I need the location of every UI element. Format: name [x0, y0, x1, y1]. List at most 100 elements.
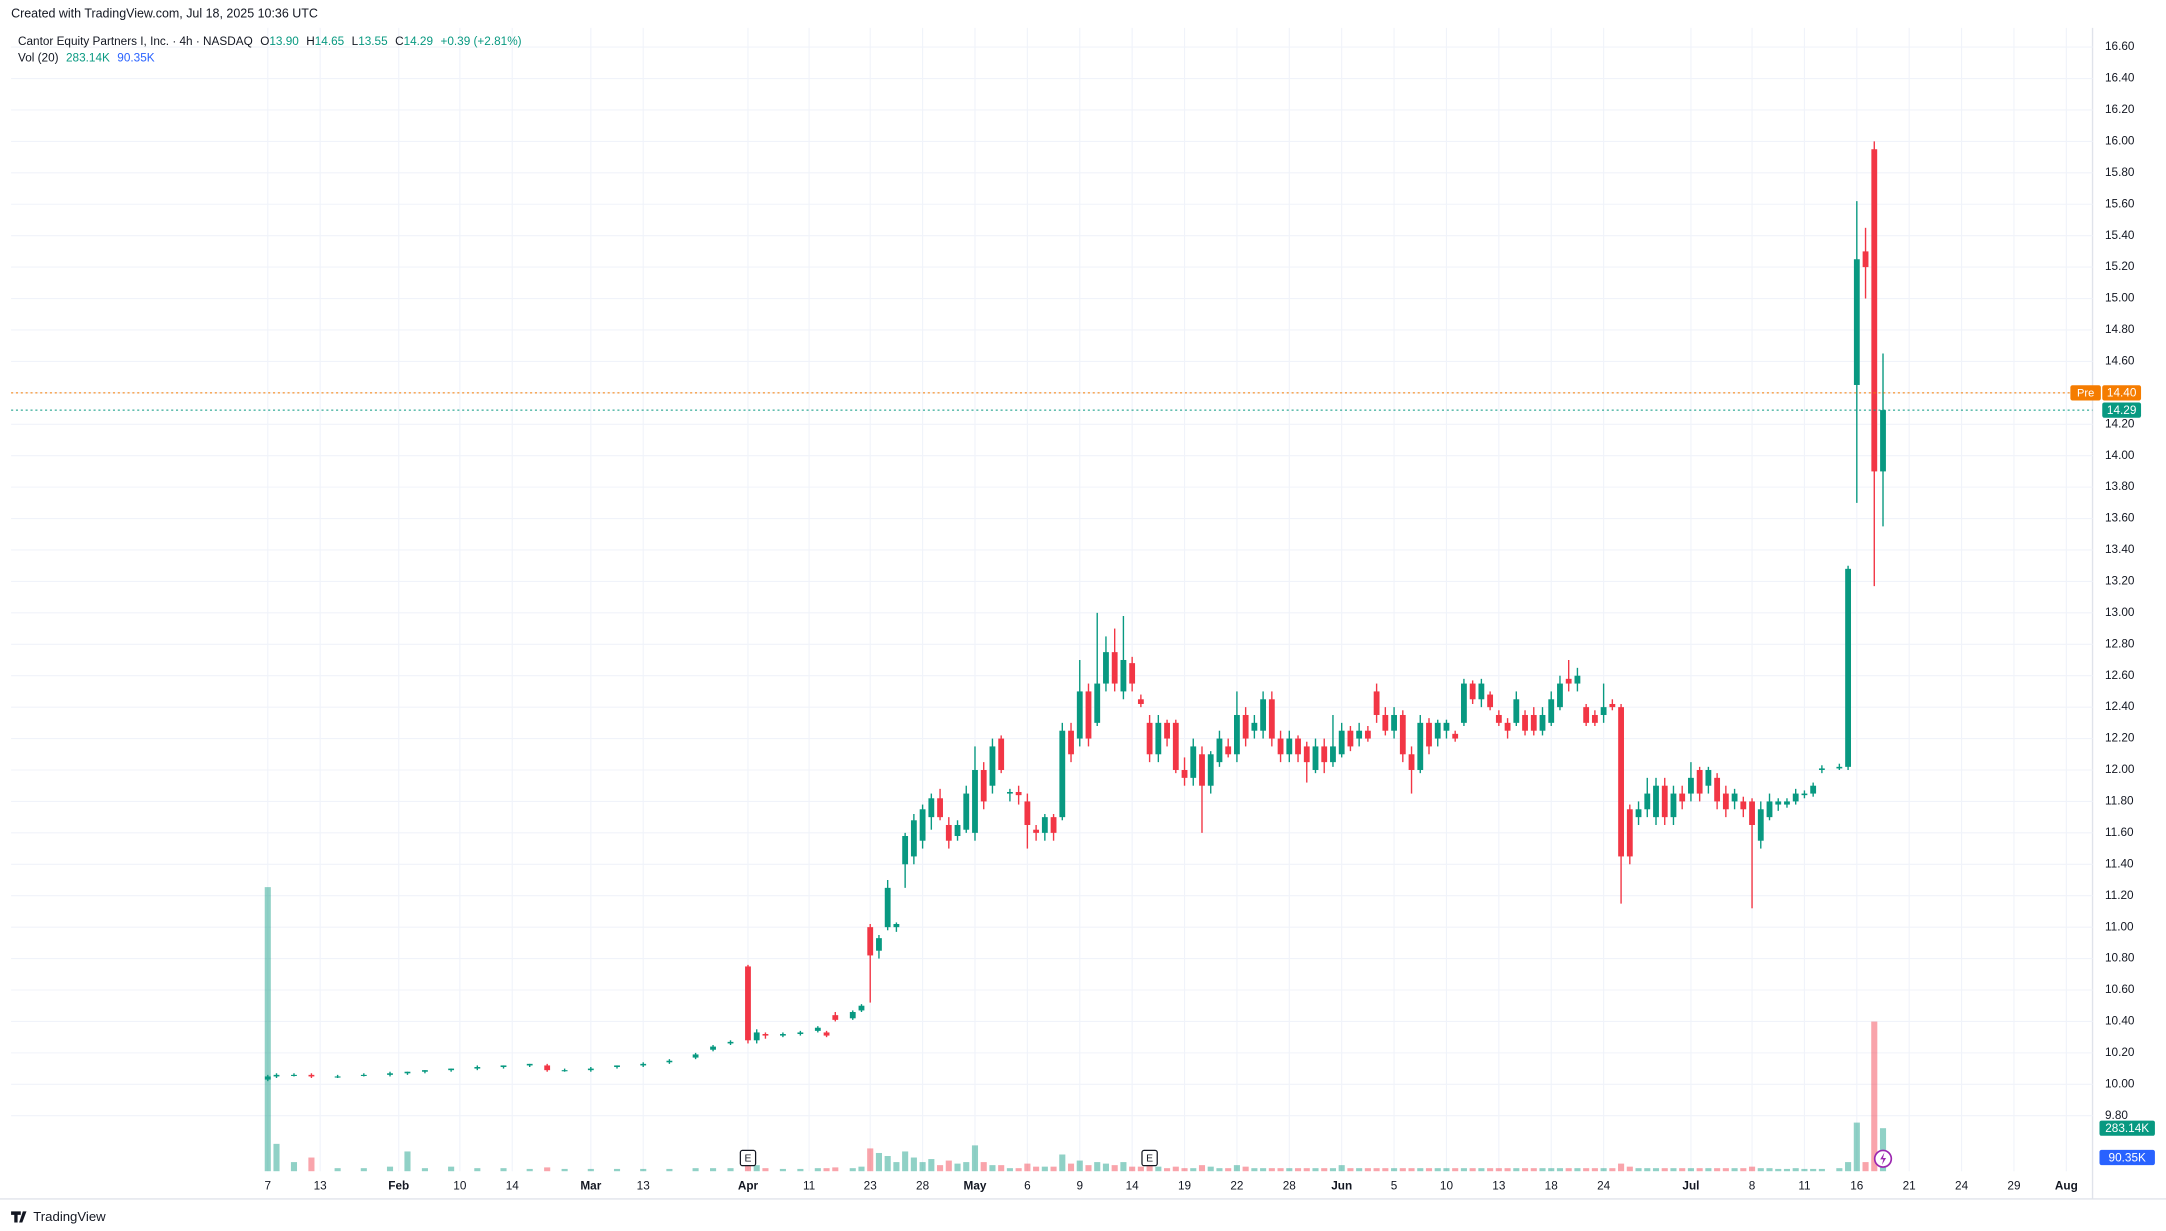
volume-bar [1373, 1168, 1380, 1172]
candle-body [1504, 722, 1511, 731]
volume-bar [1338, 1165, 1345, 1172]
volume-bar [640, 1168, 647, 1172]
volume-bar [1129, 1166, 1136, 1172]
volume-bar [1487, 1168, 1494, 1172]
volume-bar [421, 1168, 428, 1172]
candle-body [972, 769, 978, 833]
x-tick-label: 8 [1749, 1180, 1756, 1193]
x-tick-label: 14 [1126, 1180, 1140, 1193]
y-tick-label: 11.00 [2105, 920, 2134, 933]
volume-bar [613, 1168, 621, 1172]
y-tick-label: 12.40 [2105, 700, 2135, 713]
y-tick-label: 14.00 [2105, 449, 2135, 462]
candle-body [1679, 793, 1686, 802]
volume-bar [1609, 1168, 1616, 1172]
candle-body [1705, 769, 1712, 786]
candle-body [1880, 410, 1886, 472]
candle-body [404, 1071, 411, 1074]
volume-bar [779, 1168, 786, 1172]
volume-bar [1356, 1168, 1363, 1172]
volume-bar [1286, 1168, 1293, 1172]
x-tick-label: 28 [916, 1180, 930, 1193]
candle-body [1495, 714, 1502, 723]
volume-bar [1731, 1168, 1738, 1172]
volume-bar [1801, 1168, 1808, 1172]
candle-body [1574, 675, 1581, 684]
volume-bar [1137, 1166, 1144, 1172]
volume-bar [1425, 1168, 1433, 1172]
volume-bar [1618, 1163, 1625, 1172]
candle-body [1268, 699, 1275, 739]
volume-bar [1225, 1168, 1232, 1172]
candle-body [858, 1005, 865, 1011]
volume-bar [971, 1145, 979, 1172]
candle-body [1155, 722, 1162, 755]
candle-body [1408, 754, 1415, 770]
candle-body [1242, 714, 1249, 739]
x-tick-label: 14 [506, 1180, 520, 1193]
candle-body [1670, 793, 1677, 818]
volume-name: Vol (20) [18, 52, 59, 65]
candle-body [1871, 149, 1878, 472]
pre-tag-label: Pre [2077, 387, 2094, 399]
volume-bar [1836, 1168, 1843, 1172]
volume-bar [1085, 1165, 1092, 1172]
candle-body [1757, 809, 1764, 841]
candle-body [1041, 817, 1048, 833]
volume-bar [1679, 1168, 1686, 1172]
candle-body [980, 769, 987, 802]
brand: TradingView [11, 1209, 106, 1224]
volume-bar [1748, 1166, 1756, 1172]
volume-bar [910, 1157, 917, 1172]
volume-bar [1565, 1168, 1572, 1172]
volume-bar [1443, 1168, 1450, 1172]
candle-body [526, 1063, 533, 1066]
volume-tag-label: 283.14K [2105, 1122, 2149, 1135]
candle-body [1426, 722, 1432, 747]
volume-bar [1207, 1166, 1214, 1172]
candle-body [1286, 738, 1293, 755]
volume-bar [1120, 1162, 1127, 1172]
candle-body [1522, 714, 1528, 731]
candle-body [1653, 785, 1659, 818]
x-tick-label: 18 [1545, 1180, 1559, 1193]
candle-body [308, 1074, 315, 1077]
volume-bar [273, 1143, 280, 1172]
y-tick-label: 11.20 [2105, 889, 2134, 902]
candle-body [762, 1034, 769, 1036]
candle-body [1565, 678, 1572, 684]
candle-body [1583, 707, 1590, 723]
candle-body [1382, 714, 1389, 731]
volume-bar [1041, 1166, 1048, 1172]
candle-body [849, 1012, 856, 1019]
y-tick-label: 15.00 [2105, 292, 2135, 305]
candle-body [1626, 809, 1633, 857]
volume-bar [893, 1162, 900, 1172]
candle-body [867, 927, 874, 956]
volume-bar [1783, 1168, 1791, 1172]
ohlc-value: 13.90 [269, 35, 299, 48]
candle-body [264, 1076, 271, 1080]
y-tick-label: 11.40 [2105, 857, 2134, 870]
candle-body [1513, 699, 1520, 723]
volume-bar [1591, 1168, 1598, 1172]
candle-body [1539, 714, 1546, 731]
volume-bar [1670, 1168, 1677, 1172]
candle-body [1391, 714, 1397, 731]
volume-bar [1513, 1168, 1520, 1172]
candle-body [1696, 769, 1703, 794]
volume-bar [1810, 1168, 1817, 1172]
volume-bar [1478, 1168, 1485, 1172]
volume-bar [875, 1152, 882, 1172]
volume-bar [1766, 1168, 1773, 1172]
volume-bar [762, 1168, 769, 1172]
legend-line: Cantor Equity Partners I, Inc. · 4h · NA… [18, 35, 522, 48]
volume-bar [1548, 1168, 1555, 1172]
candle-body [1225, 746, 1232, 755]
volume-bar [1059, 1154, 1066, 1172]
candle-body [422, 1070, 428, 1072]
volume-bar [1495, 1168, 1502, 1172]
candle-body [1068, 730, 1074, 755]
x-tick-label: 6 [1024, 1180, 1031, 1193]
candle-body [587, 1068, 594, 1071]
